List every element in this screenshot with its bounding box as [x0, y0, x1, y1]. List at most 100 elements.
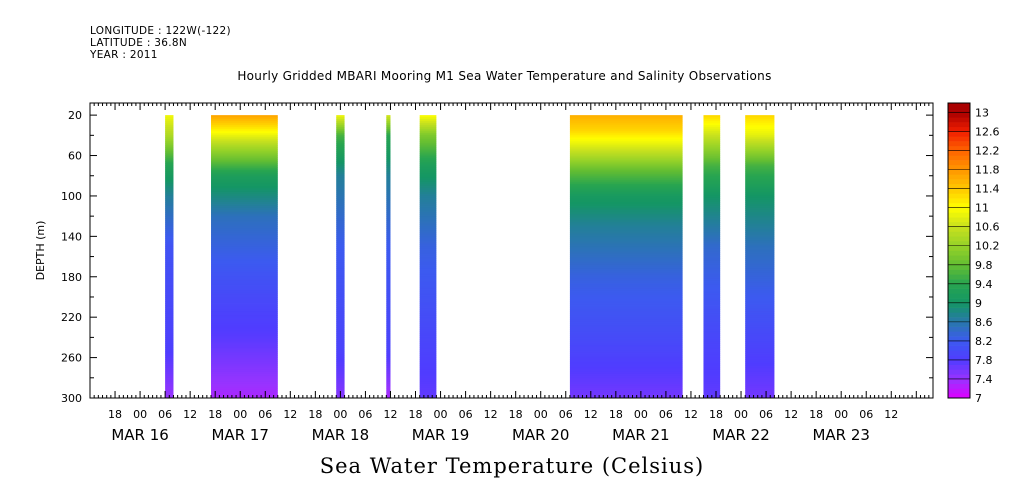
- temperature-cell: [703, 248, 721, 251]
- temperature-cell: [336, 250, 345, 253]
- temperature-cell: [569, 367, 683, 371]
- temperature-cell: [569, 206, 683, 209]
- variable-title: Sea Water Temperature (Celsius): [319, 454, 705, 478]
- temperature-cell: [569, 294, 683, 298]
- temperature-cell: [745, 125, 775, 128]
- temperature-cell: [336, 197, 345, 201]
- temperature-cell: [211, 141, 278, 144]
- chart-title: Hourly Gridded MBARI Mooring M1 Sea Wate…: [237, 69, 772, 83]
- temperature-cell: [419, 181, 437, 185]
- temperature-cell: [386, 385, 391, 389]
- temperature-cell: [165, 149, 174, 152]
- colorbar-swatch: [948, 202, 970, 208]
- temperature-cell: [211, 153, 278, 156]
- colorbar-swatch: [948, 383, 970, 389]
- temperature-cell: [336, 222, 345, 225]
- temperature-cell: [419, 185, 437, 189]
- latitude-text: LATITUDE : 36.8N: [90, 37, 188, 49]
- temperature-cell: [703, 173, 721, 177]
- y-axis-label: DEPTH (m): [34, 221, 47, 281]
- temperature-cell: [336, 296, 345, 300]
- temperature-cell: [419, 345, 437, 348]
- colorbar-swatch: [948, 126, 970, 132]
- temperature-cell: [165, 163, 174, 167]
- temperature-cell: [569, 345, 683, 348]
- temperature-cell: [703, 133, 721, 136]
- temperature-cell: [703, 159, 721, 162]
- temperature-cell: [336, 359, 345, 363]
- temperature-cell: [419, 339, 437, 342]
- temperature-cell: [336, 147, 345, 150]
- temperature-cell: [745, 131, 775, 134]
- data-segment-1: [211, 115, 278, 399]
- temperature-cell: [165, 226, 174, 229]
- temperature-cell: [745, 177, 775, 181]
- temperature-cell: [336, 218, 345, 221]
- temperature-cell: [703, 129, 721, 132]
- temperature-cell: [386, 298, 391, 302]
- temperature-cell: [165, 349, 174, 352]
- data-segment-2: [336, 115, 345, 399]
- temperature-cell: [703, 329, 721, 332]
- temperature-cell: [703, 385, 721, 389]
- temperature-cell: [703, 288, 721, 292]
- temperature-cell: [745, 228, 775, 231]
- temperature-cell: [703, 387, 721, 391]
- temperature-cell: [703, 155, 721, 158]
- temperature-cell: [745, 165, 775, 169]
- temperature-cell: [703, 135, 721, 138]
- temperature-cell: [745, 361, 775, 365]
- temperature-cell: [336, 175, 345, 179]
- colorbar-swatch: [948, 103, 970, 106]
- temperature-cell: [211, 262, 278, 266]
- temperature-cell: [386, 379, 391, 383]
- temperature-cell: [386, 377, 391, 381]
- temperature-cell: [703, 319, 721, 322]
- temperature-cell: [419, 331, 437, 334]
- temperature-cell: [386, 195, 391, 199]
- temperature-cell: [703, 345, 721, 348]
- temperature-cell: [165, 212, 174, 215]
- temperature-cell: [211, 218, 278, 221]
- temperature-cell: [211, 333, 278, 336]
- temperature-cell: [386, 232, 391, 235]
- temperature-cell: [165, 276, 174, 280]
- temperature-cell: [386, 199, 391, 203]
- temperature-cell: [419, 115, 437, 118]
- temperature-cell: [386, 331, 391, 334]
- temperature-cell: [745, 151, 775, 154]
- temperature-cell: [419, 256, 437, 259]
- temperature-cell: [386, 274, 391, 278]
- temperature-cell: [703, 268, 721, 272]
- temperature-cell: [386, 252, 391, 255]
- temperature-cell: [745, 163, 775, 167]
- temperature-cell: [419, 272, 437, 276]
- temperature-cell: [569, 391, 683, 395]
- temperature-cell: [211, 187, 278, 191]
- temperature-cell: [703, 294, 721, 298]
- temperature-cell: [569, 319, 683, 322]
- temperature-cell: [211, 288, 278, 292]
- temperature-cell: [386, 296, 391, 300]
- temperature-cell: [165, 214, 174, 217]
- temperature-cell: [419, 228, 437, 231]
- temperature-cell: [211, 323, 278, 326]
- temperature-cell: [336, 298, 345, 302]
- temperature-cell: [703, 258, 721, 262]
- temperature-cell: [745, 311, 775, 314]
- temperature-cell: [745, 183, 775, 187]
- temperature-cell: [165, 369, 174, 373]
- temperature-cell: [336, 208, 345, 211]
- x-day-label: MAR 19: [412, 426, 469, 444]
- temperature-cell: [419, 355, 437, 358]
- temperature-cell: [211, 204, 278, 207]
- temperature-cell: [745, 379, 775, 383]
- temperature-cell: [419, 199, 437, 203]
- temperature-cell: [703, 151, 721, 154]
- temperature-cell: [745, 383, 775, 387]
- temperature-cell: [165, 288, 174, 292]
- temperature-cell: [419, 240, 437, 243]
- x-hour-label: 00: [834, 408, 848, 421]
- x-hour-label: 18: [409, 408, 423, 421]
- temperature-cell: [745, 117, 775, 120]
